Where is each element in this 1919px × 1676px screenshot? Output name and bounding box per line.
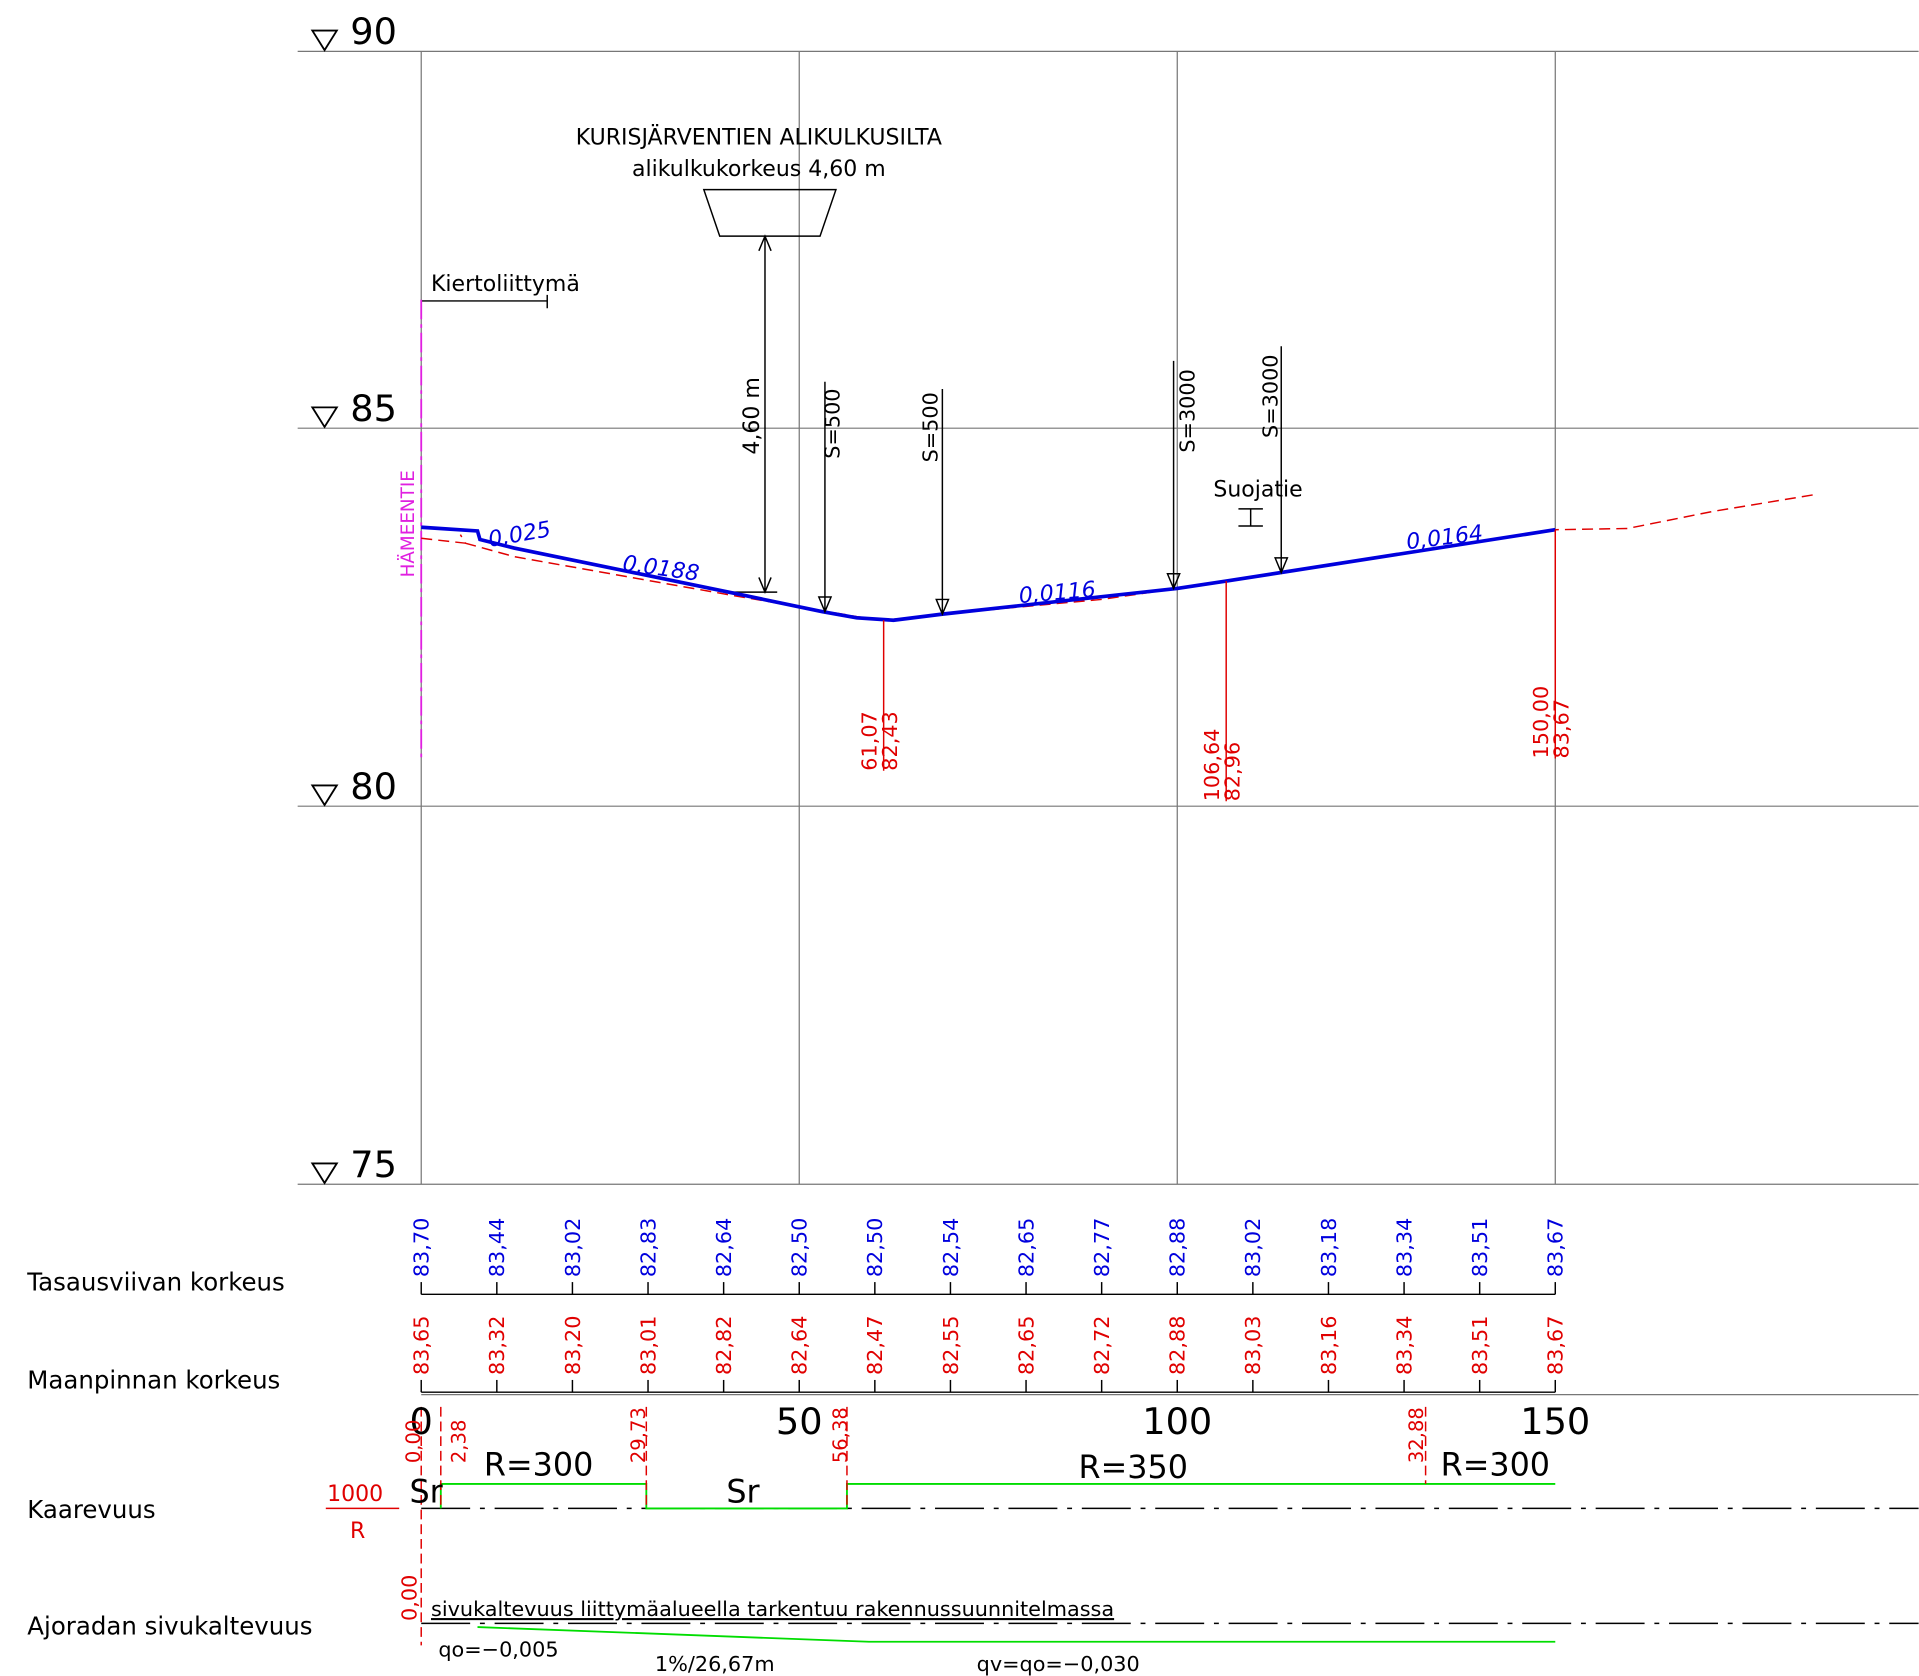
curvature-line [439,1483,1556,1510]
break-label: 106,64 [1200,729,1224,802]
height-value: 82,54 [939,1218,963,1278]
station-label: 150 [1520,1400,1590,1443]
design-line [421,525,1556,623]
height-value: 83,34 [1392,1218,1416,1278]
level-symbol [310,406,339,429]
elevation-label: 90 [350,10,397,53]
height-value: 82,82 [712,1316,736,1375]
scale-top: 1000 [327,1482,383,1507]
elevation-label: 80 [350,765,397,808]
slope-zero: 0,00 [397,1575,421,1621]
curve-arrows [817,346,1289,617]
height-value: 82,65 [1014,1316,1038,1375]
height-value: 82,64 [712,1218,736,1278]
row-label: Ajoradan sivukaltevuus [27,1611,312,1640]
height-value: 83,20 [561,1316,585,1375]
station-label: 100 [1142,1400,1212,1443]
curve-point: 32,88 [1405,1407,1428,1463]
clearance-label: 4,60 m [740,377,765,454]
bridge-subtitle: alikulkukorkeus 4,60 m [632,157,886,182]
height-value: 83,03 [1241,1316,1265,1375]
height-value: 83,44 [485,1218,509,1278]
grid [297,50,1919,1396]
height-value: 83,65 [410,1316,434,1375]
roundabout-leader [421,294,548,309]
curve-segment: R=300 [1441,1446,1550,1483]
bridge-title: KURISJÄRVENTIEN ALIKULKUSILTA [576,124,942,150]
height-value: 83,32 [485,1316,509,1375]
curve-label: S=3000 [1259,354,1283,437]
curve-segment: R=300 [484,1446,593,1483]
height-value: 82,77 [1090,1218,1114,1278]
level-symbol [310,784,339,807]
height-value: 83,70 [410,1218,434,1278]
height-value: 82,88 [1166,1316,1190,1375]
height-value: 82,50 [788,1218,812,1278]
height-value: 83,51 [1468,1218,1492,1278]
slope-line [477,1626,1556,1643]
height-value: 82,47 [863,1316,887,1375]
crossing-label: Suojatie [1213,478,1302,503]
curve-point: 56,38 [829,1407,852,1463]
level-symbol [310,29,339,52]
curve-label: S=500 [918,392,942,462]
height-value: 83,67 [1544,1316,1568,1375]
slope-label: 0,025 [486,517,552,553]
height-value: 83,34 [1392,1316,1416,1375]
curve-segment: Sr [726,1473,760,1510]
ground-line [421,493,1818,621]
slope-transition: 1%/26,67m [655,1652,775,1676]
height-value: 83,18 [1317,1218,1341,1278]
break-label: 150,00 [1529,686,1553,759]
row-label: Kaarevuus [27,1495,155,1524]
road-name: HÄMEENTIE [398,470,419,577]
band-baselines [421,1293,1556,1393]
height-value: 82,72 [1090,1316,1114,1375]
curvature-breaks [420,1406,1427,1646]
height-value: 82,83 [636,1218,660,1278]
row-labels: Tasausviivan korkeus Maanpinnan korkeus … [26,1268,312,1641]
bridge-symbol [702,188,837,595]
slope-label: 0,0116 [1018,577,1097,609]
height-value: 83,02 [1241,1218,1265,1278]
station-label: 0 [410,1400,433,1443]
curve-label: S=500 [821,388,845,458]
height-value: 82,64 [788,1316,812,1375]
curve-segment: R=350 [1078,1449,1187,1486]
height-value: 82,88 [1166,1218,1190,1278]
row-label: Tasausviivan korkeus [26,1268,285,1297]
break-label: 82,43 [878,711,902,771]
height-value: 83,02 [561,1218,585,1278]
crossing-symbol [1238,508,1263,527]
elevation-label: 75 [350,1143,397,1186]
height-value: 82,50 [863,1218,887,1278]
height-value: 83,67 [1544,1218,1568,1278]
break-label: 83,67 [1550,699,1574,759]
slope-label: 0,0164 [1405,521,1485,555]
break-label: 61,07 [857,711,881,771]
curve-label: S=3000 [1175,369,1199,452]
scale-bottom: R [350,1519,365,1544]
level-symbol [310,1162,339,1185]
curve-segment: Sr [409,1473,443,1510]
slope-label: 0,0188 [621,551,701,586]
curve-point: 29,73 [627,1407,650,1463]
elevation-label: 85 [350,387,397,430]
station-label: 50 [776,1400,823,1443]
break-label: 82,96 [1221,742,1245,802]
break-lines [882,529,1557,802]
height-value: 82,65 [1014,1218,1038,1278]
curve-point: 0,00 [402,1420,425,1464]
height-value: 82,55 [939,1316,963,1375]
roundabout-label: Kiertoliittymä [431,272,580,297]
row-label: Maanpinnan korkeus [27,1366,280,1395]
height-value: 83,51 [1468,1316,1492,1375]
curve-point: 2,38 [447,1420,470,1464]
slope-end: qv=qo=−0,030 [977,1652,1140,1676]
slope-note: sivukaltevuus liittymäalueella tarkentuu… [431,1597,1114,1621]
height-value: 83,01 [636,1316,660,1375]
height-value: 83,16 [1317,1316,1341,1375]
slope-start: qo=−0,005 [438,1637,558,1661]
